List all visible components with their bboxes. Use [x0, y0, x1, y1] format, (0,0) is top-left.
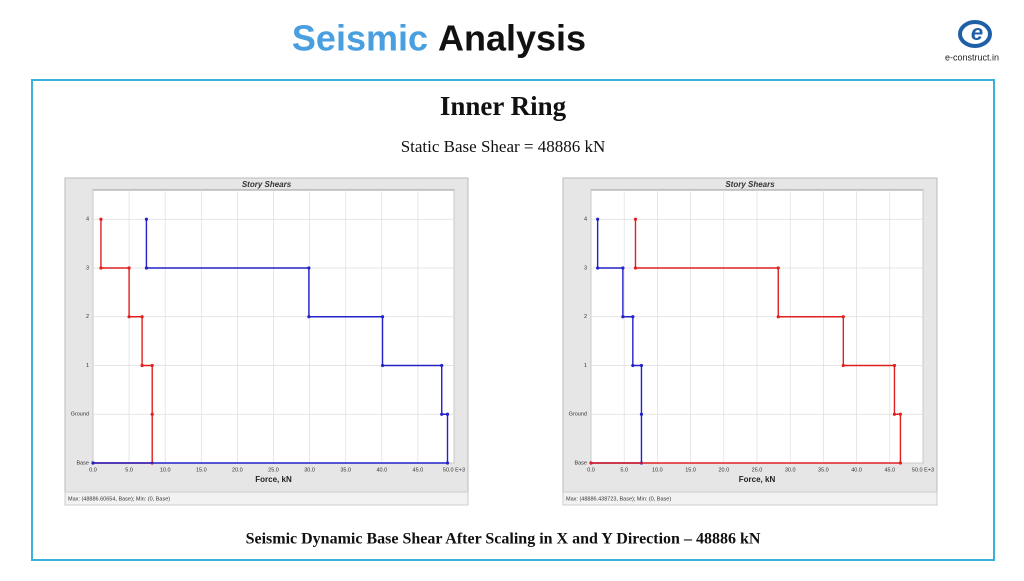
point [91, 461, 95, 465]
point [631, 363, 635, 368]
point [440, 412, 444, 416]
x-tick-label: 0.0 [89, 467, 97, 473]
status-bar [562, 491, 938, 506]
x-tick-label: 40.0 [376, 467, 387, 473]
x-tick-label: 20.0 [718, 467, 729, 473]
chart-title: Story Shears [242, 180, 292, 189]
x-tick-label: 10.0 [160, 467, 171, 473]
logo-letter: e [971, 20, 983, 45]
point [144, 266, 149, 270]
y-tick-label: 1 [86, 363, 89, 369]
point [99, 266, 103, 270]
point [589, 461, 593, 465]
point [140, 363, 144, 368]
y-tick-label: 1 [584, 363, 587, 369]
y-tick-label: 4 [86, 217, 89, 223]
point [150, 363, 154, 368]
x-tick-label: 45.0 [884, 467, 895, 473]
x-tick-label: 35.0 [340, 467, 351, 473]
point [898, 461, 903, 465]
chart-title: Story Shears [725, 180, 775, 189]
x-tick-label: 0.0 [587, 467, 595, 473]
point [445, 461, 450, 465]
point [144, 217, 149, 221]
logo-icon [958, 20, 992, 48]
point [639, 363, 644, 368]
title-part2: Analysis [438, 18, 586, 59]
point [631, 315, 635, 319]
point [440, 363, 444, 368]
x-tick-label: 15.0 [196, 467, 207, 473]
point [841, 363, 845, 368]
y-tick-label: Ground [569, 412, 587, 418]
logo-text: e-construct.in [945, 52, 999, 62]
point [892, 363, 897, 368]
point [892, 412, 897, 416]
point [633, 266, 638, 270]
point [633, 217, 638, 221]
footer: Seismic Dynamic Base Shear After Scaling… [246, 531, 761, 548]
y-tick-label: Ground [71, 412, 89, 418]
series-line [93, 219, 153, 464]
heading: Inner Ring [440, 91, 567, 121]
y-tick-label: 3 [584, 265, 587, 271]
point [140, 315, 144, 319]
x-tick-label: 40.0 [851, 467, 862, 473]
point [596, 266, 600, 270]
status-bar [64, 491, 469, 506]
y-tick-label: 3 [86, 265, 89, 271]
y-tick-label: 4 [584, 217, 587, 223]
subheading: Static Base Shear = 48886 kN [401, 137, 606, 156]
point [127, 315, 131, 319]
x-tick-label: 50.0 E+3 [443, 467, 465, 473]
y-tick-label: 2 [584, 314, 587, 320]
point [776, 315, 780, 319]
status-text: Max: (48886.438723, Base); Min: (0, Base… [566, 496, 671, 502]
point [380, 315, 385, 319]
x-tick-label: 45.0 [413, 467, 424, 473]
point [841, 315, 845, 319]
content-frame [31, 79, 995, 561]
x-tick-label: 35.0 [818, 467, 829, 473]
x-tick-label: 5.0 [620, 467, 628, 473]
status-text: Max: (48886.60654, Base); Min: (0, Base) [68, 496, 170, 502]
y-tick-label: 2 [86, 314, 89, 320]
point [596, 217, 600, 221]
x-tick-label: 50.0 E+3 [912, 467, 934, 473]
chart: Story Shears Max: (48886.438723, Base); M… [562, 177, 938, 506]
point [127, 266, 131, 270]
point [150, 412, 154, 416]
y-tick-label: Base [574, 460, 587, 466]
x-tick-label: 20.0 [232, 467, 243, 473]
x-tick-label: 10.0 [652, 467, 663, 473]
point [898, 412, 903, 416]
x-tick-label: 5.0 [125, 467, 133, 473]
point [621, 315, 625, 319]
x-axis-label: Force, kN [255, 475, 292, 484]
point [776, 266, 780, 270]
logo: e e-construct.in [945, 20, 999, 63]
point [380, 363, 385, 368]
point [307, 315, 311, 319]
point [445, 412, 450, 416]
point [99, 217, 103, 221]
x-tick-label: 15.0 [685, 467, 696, 473]
point [621, 266, 625, 270]
series-line [591, 219, 643, 464]
x-tick-label: 30.0 [785, 467, 796, 473]
x-tick-label: 25.0 [268, 467, 279, 473]
x-axis-label: Force, kN [739, 475, 776, 484]
chart: Story Shears Max: (48886.60654, Base); Mi… [64, 177, 469, 506]
x-tick-label: 30.0 [304, 467, 315, 473]
y-tick-label: Base [76, 460, 89, 466]
title-part1: Seismic [292, 18, 428, 59]
x-tick-label: 25.0 [752, 467, 763, 473]
point [307, 266, 311, 270]
point [639, 412, 644, 416]
